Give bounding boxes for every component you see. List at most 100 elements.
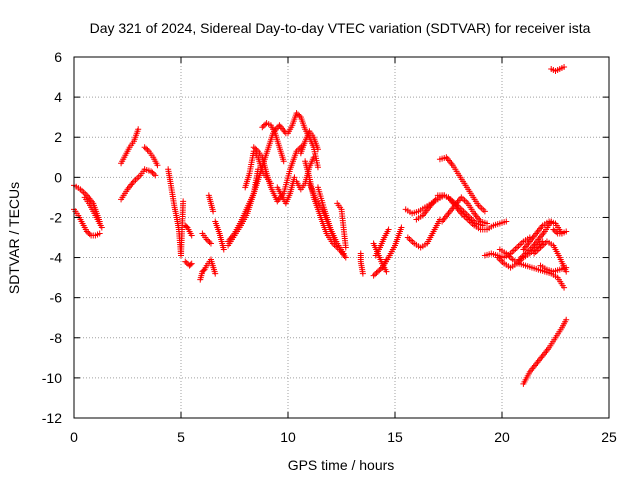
data-point [182, 258, 189, 265]
data-point [260, 122, 267, 129]
data-series [357, 250, 366, 277]
data-point [383, 268, 390, 275]
chart-title: Day 321 of 2024, Sidereal Day-to-day VTE… [90, 20, 591, 36]
data-point [96, 230, 103, 237]
data-point [563, 316, 570, 323]
data-point [280, 158, 287, 165]
x-tick-label: 15 [387, 429, 403, 445]
data-point [135, 126, 142, 133]
data-point [398, 224, 405, 231]
data-point [296, 112, 303, 119]
data-series [550, 226, 570, 237]
data-point [548, 218, 555, 225]
data-series [445, 194, 510, 233]
x-tick-label: 5 [177, 429, 185, 445]
y-tick-label: -2 [50, 209, 63, 225]
data-series [197, 256, 219, 283]
data-point [561, 284, 568, 291]
axis-ticks: 0 5 10 15 20 25 -12 -10 -8 -6 -4 -2 0 2 4 6 [42, 49, 617, 445]
data-series [141, 144, 161, 169]
data-series [225, 166, 262, 249]
data-point [150, 170, 157, 177]
x-tick-label: 20 [494, 429, 510, 445]
data-series [520, 316, 570, 387]
data-point [220, 246, 227, 253]
data-point [212, 270, 219, 277]
data-point [253, 146, 260, 153]
y-tick-label: -6 [50, 290, 63, 306]
data-point [141, 144, 148, 151]
data-point [187, 261, 194, 268]
data-point [143, 145, 150, 152]
data-point [372, 271, 379, 278]
data-point [252, 145, 259, 152]
data-point [259, 124, 266, 131]
x-tick-label: 10 [280, 429, 296, 445]
data-point [294, 111, 301, 118]
data-point [250, 144, 257, 151]
data-point [342, 244, 349, 251]
data-point [484, 220, 491, 227]
data-point [563, 228, 570, 235]
data-series [516, 218, 555, 263]
data-series [379, 224, 405, 271]
data-point [205, 237, 212, 244]
data-series [182, 222, 195, 239]
data-series [334, 200, 349, 251]
data-point [200, 267, 207, 274]
data-point [207, 240, 214, 247]
y-tick-label: -4 [50, 250, 63, 266]
data-point [340, 250, 347, 257]
data-series [274, 174, 298, 207]
data-point [377, 265, 384, 272]
data-point [503, 218, 510, 225]
data-series [297, 128, 321, 157]
data-series [531, 238, 570, 275]
data-point [385, 226, 392, 233]
x-axis-label: GPS time / hours [288, 457, 395, 473]
data-point [85, 229, 92, 236]
data-point [98, 224, 105, 231]
y-tick-label: -8 [50, 330, 63, 346]
data-series [259, 120, 287, 165]
data-point [550, 226, 557, 233]
data-point [144, 146, 151, 153]
data-point [183, 223, 190, 230]
data-point [149, 169, 156, 176]
data-point [154, 162, 161, 169]
data-series [537, 262, 570, 275]
data-points [71, 64, 570, 387]
data-series [118, 126, 142, 167]
data-point [188, 260, 195, 267]
data-point [563, 264, 570, 271]
data-point [551, 227, 558, 234]
data-point [86, 231, 93, 238]
data-point [553, 229, 560, 236]
data-point [359, 270, 366, 277]
data-series [118, 166, 159, 203]
y-tick-label: -12 [42, 410, 62, 426]
data-series [372, 226, 392, 259]
data-point [152, 172, 159, 179]
data-series [165, 166, 187, 259]
y-tick-label: -10 [42, 370, 62, 386]
data-series [436, 154, 488, 215]
grid-lines [74, 57, 609, 418]
data-point [83, 228, 90, 235]
data-point [314, 146, 321, 153]
data-point [180, 198, 187, 205]
data-point [374, 268, 381, 275]
data-series [205, 192, 217, 215]
data-point [183, 259, 190, 266]
data-series [199, 230, 214, 247]
y-axis-label: SDTVAR / TECUs [6, 182, 22, 294]
x-tick-label: 0 [70, 429, 78, 445]
data-point [206, 239, 213, 246]
data-series [81, 194, 105, 231]
data-point [342, 254, 349, 261]
y-tick-label: 6 [54, 49, 62, 65]
data-point [481, 208, 488, 215]
data-point [314, 164, 321, 171]
data-series [182, 258, 195, 269]
